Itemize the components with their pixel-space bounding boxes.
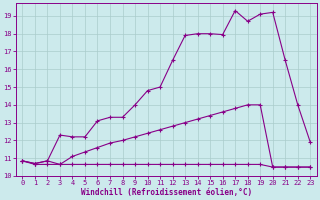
X-axis label: Windchill (Refroidissement éolien,°C): Windchill (Refroidissement éolien,°C) <box>81 188 252 197</box>
